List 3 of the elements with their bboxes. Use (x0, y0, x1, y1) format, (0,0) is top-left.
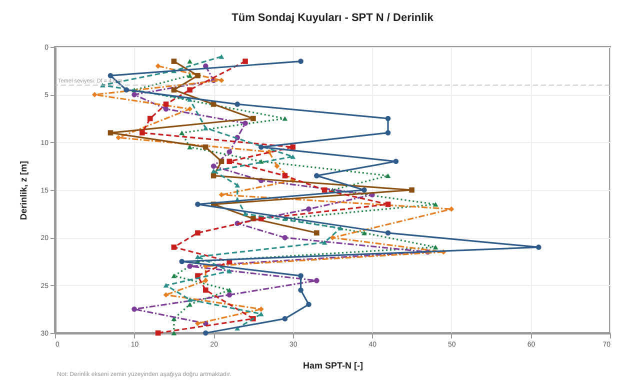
chart-title: Tüm Sondaj Kuyuları - SPT N / Derinlik (232, 12, 434, 24)
y-axis-title: Derinlik, z [m] (18, 160, 29, 220)
x-axis-title: Ham SPT-N [-] (302, 360, 364, 370)
